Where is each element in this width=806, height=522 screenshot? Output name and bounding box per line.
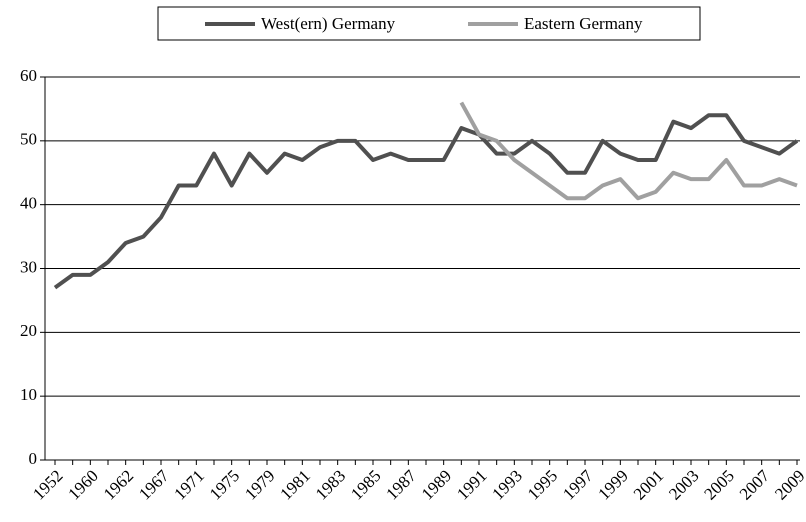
x-tick-label: 1971 [170,466,207,503]
y-tick-label: 20 [20,321,37,340]
y-tick-label: 10 [20,385,37,404]
x-tick-label: 1979 [241,466,278,503]
y-tick-label: 60 [20,66,37,85]
line-series [459,101,798,201]
x-tick-label: 1995 [524,466,561,503]
x-tick-label: 1999 [594,466,631,503]
x-tick-label: 1981 [276,466,313,503]
x-tick-label: 2007 [736,466,774,504]
x-tick-label: 2009 [771,466,806,503]
x-tick-label: 2005 [700,466,737,503]
y-tick-label: 50 [20,130,37,149]
x-tick-label: 1985 [347,466,384,503]
x-tick-label: 1993 [488,466,525,503]
x-tick-label: 1952 [29,466,66,503]
legend-label: Eastern Germany [524,14,643,33]
x-tick-label: 1975 [206,466,243,503]
x-tick-label: 1991 [453,466,490,503]
line-series [53,113,799,290]
x-tick-label: 1983 [312,466,349,503]
x-tick-label: 1997 [559,466,597,504]
y-tick-label: 40 [20,194,37,213]
x-tick-label: 2003 [665,466,702,503]
x-tick-label: 1962 [100,466,137,503]
x-tick-label: 1987 [382,466,420,504]
x-tick-label: 1967 [135,466,173,504]
y-tick-label: 0 [29,449,38,468]
x-tick-label: 1960 [64,466,101,503]
x-tick-label: 2001 [630,466,667,503]
x-tick-label: 1989 [418,466,455,503]
y-tick-label: 30 [20,257,37,276]
legend-label: West(ern) Germany [261,14,396,33]
